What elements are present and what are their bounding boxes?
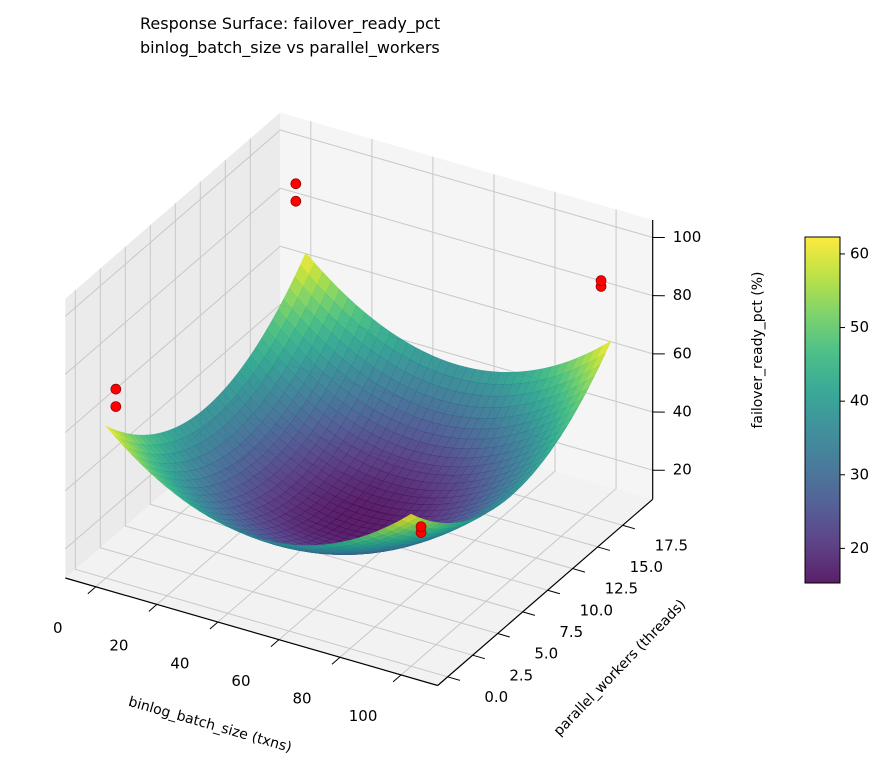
x-tick-label: 20 [109, 637, 128, 655]
data-point [290, 195, 302, 207]
chart-title: Response Surface: failover_ready_pct bin… [140, 12, 440, 60]
tick-mark [472, 654, 486, 660]
x-tick-label: 40 [170, 654, 189, 672]
colorbar [804, 236, 841, 584]
colorbar-tick-label: 30 [850, 465, 869, 483]
surface-patch [402, 513, 418, 522]
y-tick-label: 2.5 [509, 666, 533, 684]
x-tick-label: 60 [231, 672, 250, 690]
z-tick-label: 40 [673, 403, 692, 421]
data-point [110, 383, 122, 395]
x-tick-label: 100 [349, 707, 378, 725]
y-tick-label: 7.5 [559, 623, 583, 641]
tick-mark [597, 546, 611, 551]
y-tick-label: 15.0 [630, 558, 663, 576]
tick-mark [622, 524, 636, 530]
y-tick-label: 10.0 [580, 601, 613, 619]
y-axis-label: parallel_workers (threads) [551, 597, 689, 740]
tick-mark [447, 676, 461, 681]
tick-mark [270, 639, 280, 647]
z-tick-label: 60 [673, 344, 692, 362]
colorbar-tick-label: 40 [850, 392, 869, 410]
y-gridline [99, 268, 473, 656]
tick-mark [331, 656, 341, 665]
left-pane [65, 112, 281, 578]
tick-mark [572, 568, 586, 573]
tick-mark [209, 621, 219, 630]
tick-mark [497, 633, 511, 638]
y-gridline [74, 290, 448, 678]
z-tick-label: 20 [673, 461, 692, 479]
x-axis-line [65, 577, 438, 687]
z-gridline [64, 245, 653, 433]
x-tick-label: 80 [292, 690, 311, 708]
y-axis-line [437, 498, 654, 686]
z-axis-label: failover_ready_pct (%) [750, 271, 766, 428]
z-gridline [64, 129, 653, 317]
x-tick-label: 0 [53, 619, 63, 637]
subtitle-line: binlog_batch_size vs parallel_workers [140, 38, 440, 57]
z-gridline [64, 187, 653, 375]
y-tick-label: 5.0 [534, 645, 558, 663]
y-gridline [124, 246, 498, 634]
tick-mark [87, 586, 97, 595]
y-tick-label: 17.5 [655, 536, 688, 554]
z-tick-label: 100 [673, 228, 702, 246]
z-tick-label: 80 [673, 286, 692, 304]
colorbar-tick-label: 60 [850, 244, 869, 262]
tick-mark [392, 674, 402, 683]
data-point [415, 521, 427, 533]
data-point [110, 401, 122, 412]
x-axis-label: binlog_batch_size (txns) [127, 694, 294, 756]
colorbar-tick-label: 50 [850, 318, 869, 336]
tick-mark [547, 589, 561, 595]
colorbar-tick-label: 20 [850, 539, 869, 557]
x-gridline [400, 209, 617, 676]
data-point [595, 275, 607, 286]
y-tick-label: 0.0 [484, 688, 508, 706]
x-gridline [339, 191, 556, 658]
data-point [290, 178, 302, 190]
y-gridline [149, 225, 523, 613]
tick-mark [148, 604, 158, 612]
tick-mark [522, 611, 536, 616]
y-tick-label: 12.5 [605, 580, 638, 598]
title-line: Response Surface: failover_ready_pct [140, 14, 441, 33]
